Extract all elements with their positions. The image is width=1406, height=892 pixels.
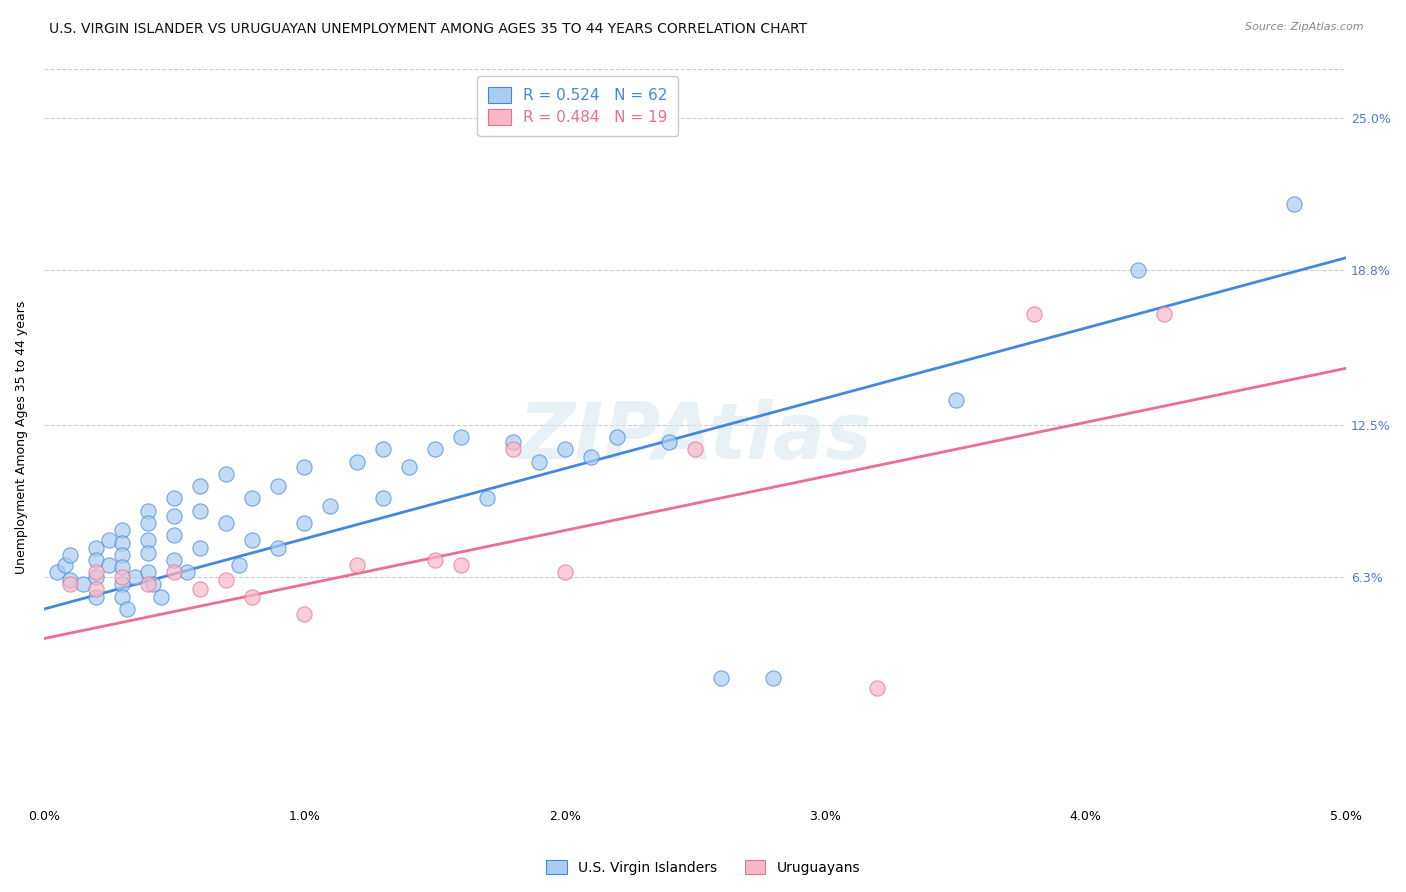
Point [527,455,550,469]
Point [1126,263,1149,277]
Point [188,479,211,493]
Point [176,565,198,579]
Legend: R = 0.524   N = 62, R = 0.484   N = 19: R = 0.524 N = 62, R = 0.484 N = 19 [478,76,678,136]
Point [579,450,602,464]
Point [111,548,134,562]
Point [762,671,785,685]
Point [502,434,524,449]
Y-axis label: Unemployment Among Ages 35 to 44 years: Unemployment Among Ages 35 to 44 years [15,301,28,574]
Point [319,499,342,513]
Point [136,565,159,579]
Point [502,442,524,457]
Point [450,558,472,572]
Point [142,577,165,591]
Point [475,491,498,506]
Point [945,393,967,408]
Point [111,570,134,584]
Point [398,459,420,474]
Point [163,565,186,579]
Point [59,548,82,562]
Point [658,434,681,449]
Point [346,558,368,572]
Point [1022,307,1045,321]
Point [215,467,238,481]
Point [84,582,107,597]
Point [371,442,394,457]
Point [84,570,107,584]
Point [163,508,186,523]
Point [294,607,316,621]
Point [111,590,134,604]
Point [163,553,186,567]
Point [53,558,76,572]
Point [215,516,238,530]
Point [554,565,576,579]
Point [111,560,134,574]
Point [188,504,211,518]
Point [346,455,368,469]
Point [84,590,107,604]
Point [59,577,82,591]
Point [59,573,82,587]
Point [98,533,121,548]
Point [188,582,211,597]
Point [84,553,107,567]
Point [710,671,733,685]
Point [294,516,316,530]
Point [450,430,472,444]
Point [267,541,290,555]
Point [1153,307,1175,321]
Point [111,577,134,591]
Point [371,491,394,506]
Point [136,516,159,530]
Text: Source: ZipAtlas.com: Source: ZipAtlas.com [1246,22,1364,32]
Point [84,565,107,579]
Point [294,459,316,474]
Point [163,491,186,506]
Point [84,541,107,555]
Point [1282,196,1305,211]
Point [72,577,94,591]
Text: U.S. VIRGIN ISLANDER VS URUGUAYAN UNEMPLOYMENT AMONG AGES 35 TO 44 YEARS CORRELA: U.S. VIRGIN ISLANDER VS URUGUAYAN UNEMPL… [49,22,807,37]
Point [150,590,173,604]
Point [98,558,121,572]
Point [423,553,446,567]
Point [606,430,628,444]
Point [554,442,576,457]
Point [163,528,186,542]
Point [423,442,446,457]
Point [866,681,889,695]
Point [215,573,238,587]
Point [267,479,290,493]
Point [136,533,159,548]
Point [683,442,706,457]
Point [136,545,159,559]
Point [117,602,139,616]
Point [240,533,263,548]
Point [46,565,69,579]
Point [240,491,263,506]
Point [240,590,263,604]
Legend: U.S. Virgin Islanders, Uruguayans: U.S. Virgin Islanders, Uruguayans [540,855,866,880]
Point [124,570,146,584]
Point [136,504,159,518]
Point [111,524,134,538]
Point [228,558,250,572]
Point [136,577,159,591]
Text: ZIPAtlas: ZIPAtlas [519,399,872,475]
Point [188,541,211,555]
Point [111,535,134,549]
